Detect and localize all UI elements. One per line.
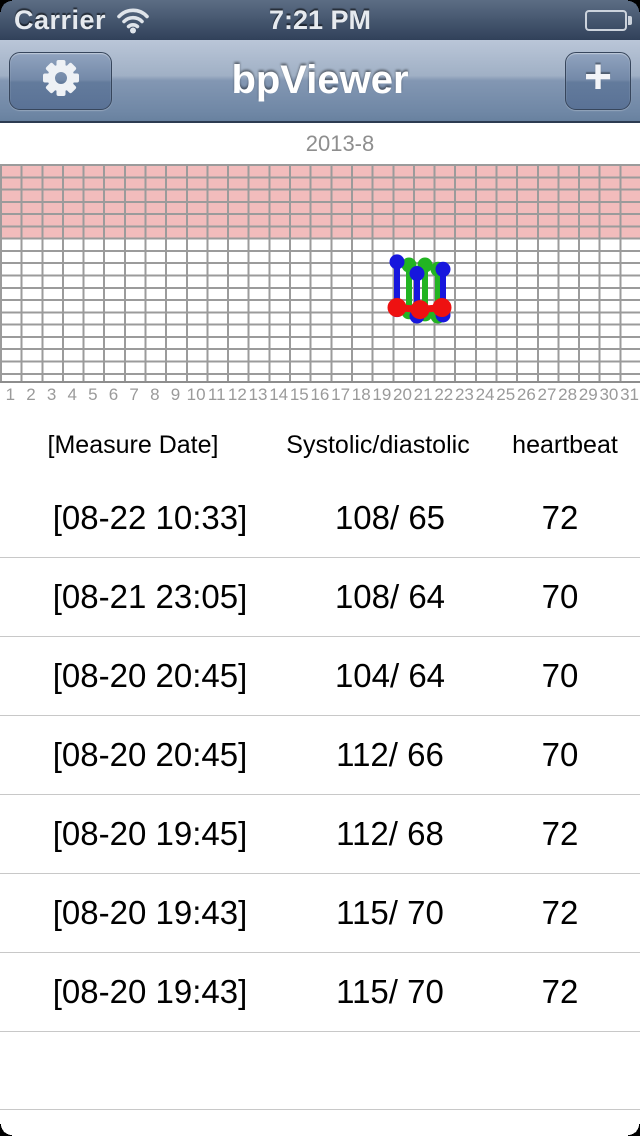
cell-date: [08-20 19:45] (52, 815, 248, 852)
add-measurement-button[interactable]: + (565, 50, 631, 110)
axis-day-label: 4 (67, 385, 77, 404)
wifi-icon (116, 7, 150, 34)
header-measure-date: [Measure Date] (47, 430, 219, 459)
cell-hr: 70 (541, 578, 579, 615)
cell-date: [08-20 20:45] (52, 736, 248, 773)
chart-plot (387, 254, 452, 324)
cell-date: [08-20 20:45] (52, 657, 248, 694)
plus-icon: + (583, 50, 613, 104)
table-row[interactable]: [08-20 19:45] 112/ 68 72 (0, 795, 640, 874)
cell-bp: 112/ 66 (336, 736, 444, 773)
axis-day-label: 25 (496, 385, 516, 404)
table-row[interactable]: [08-20 20:45] 104/ 64 70 (0, 637, 640, 716)
header-systolic-diastolic: Systolic/diastolic (286, 430, 470, 459)
axis-day-label: 8 (150, 385, 160, 404)
table-header: [Measure Date] Systolic/diastolic heartb… (0, 411, 640, 479)
axis-day-label: 1 (5, 385, 16, 404)
cell-date: [08-22 10:33] (52, 499, 248, 536)
screen-corner (628, 1124, 640, 1136)
axis-day-label: 11 (207, 385, 226, 404)
cell-bp: 112/ 68 (336, 815, 444, 852)
status-bar: Carrier 7:21 PM (0, 0, 640, 40)
axis-day-label: 5 (88, 385, 98, 404)
empty-table-row (0, 1032, 640, 1110)
table-row[interactable]: [08-20 19:43] 115/ 70 72 (0, 874, 640, 953)
axis-day-label: 13 (248, 385, 268, 404)
table-row[interactable]: [08-20 19:43] 115/ 70 72 (0, 953, 640, 1032)
axis-day-label: 20 (393, 385, 412, 404)
axis-day-label: 15 (289, 385, 309, 404)
axis-day-label: 26 (516, 385, 536, 404)
cell-hr: 72 (541, 815, 579, 852)
axis-day-label: 3 (46, 385, 57, 404)
cell-hr: 72 (541, 499, 579, 536)
table-row[interactable]: [08-20 20:45] 112/ 66 70 (0, 716, 640, 795)
cell-hr: 72 (541, 894, 579, 931)
cell-hr: 70 (541, 736, 579, 773)
battery-icon (585, 10, 632, 31)
cell-date: [08-21 23:05] (52, 578, 248, 615)
cell-bp: 104/ 64 (334, 657, 446, 694)
screen-corner (628, 0, 640, 12)
axis-day-label: 22 (434, 385, 454, 404)
axis-day-label: 24 (475, 385, 495, 404)
axis-day-label: 16 (310, 385, 330, 404)
cell-bp: 108/ 64 (334, 578, 446, 615)
cell-bp: 108/ 65 (334, 499, 446, 536)
navigation-bar: bpViewer + (0, 40, 640, 123)
axis-day-label: 27 (537, 385, 557, 404)
header-heartbeat: heartbeat (512, 430, 618, 459)
axis-day-label: 14 (269, 385, 289, 404)
carrier-label: Carrier (14, 4, 107, 35)
chart-month-label: 2013-8 (305, 131, 375, 156)
axis-day-label: 7 (129, 385, 139, 404)
axis-day-label: 6 (108, 385, 119, 404)
x-axis-day-labels: 1 2 3 4 5 6 7 8 9 10 11 12 13 14 15 16 17 18 19 20 21 22 23 24 2… (0, 383, 640, 411)
axis-day-label: 19 (372, 385, 392, 404)
axis-day-label: 21 (413, 385, 433, 404)
bp-chart (0, 164, 640, 383)
axis-day-label: 23 (454, 385, 474, 404)
cell-bp: 115/ 70 (336, 973, 444, 1010)
screen-corner (0, 0, 12, 12)
axis-day-label: 2 (26, 385, 36, 404)
settings-button[interactable] (9, 51, 112, 110)
axis-day-label: 29 (578, 385, 598, 404)
axis-day-label: 10 (186, 385, 206, 404)
axis-day-label: 9 (170, 385, 181, 404)
gear-icon (36, 53, 86, 108)
cell-date: [08-20 19:43] (52, 894, 248, 931)
cell-bp: 115/ 70 (336, 894, 444, 931)
axis-day-label: 12 (227, 385, 247, 404)
axis-day-label: 30 (599, 385, 619, 404)
axis-day-label: 28 (558, 385, 578, 404)
axis-day-label: 31 (620, 385, 639, 404)
table-row[interactable]: [08-22 10:33] 108/ 65 72 (0, 479, 640, 558)
axis-day-label: 18 (351, 385, 371, 404)
cell-date: [08-20 19:43] (52, 973, 248, 1010)
cell-hr: 70 (541, 657, 579, 694)
table-row[interactable]: [08-21 23:05] 108/ 64 70 (0, 558, 640, 637)
chart-gridlines (0, 164, 640, 381)
cell-hr: 72 (541, 973, 579, 1010)
screen-corner (0, 1124, 12, 1136)
axis-day-label: 17 (331, 385, 351, 404)
